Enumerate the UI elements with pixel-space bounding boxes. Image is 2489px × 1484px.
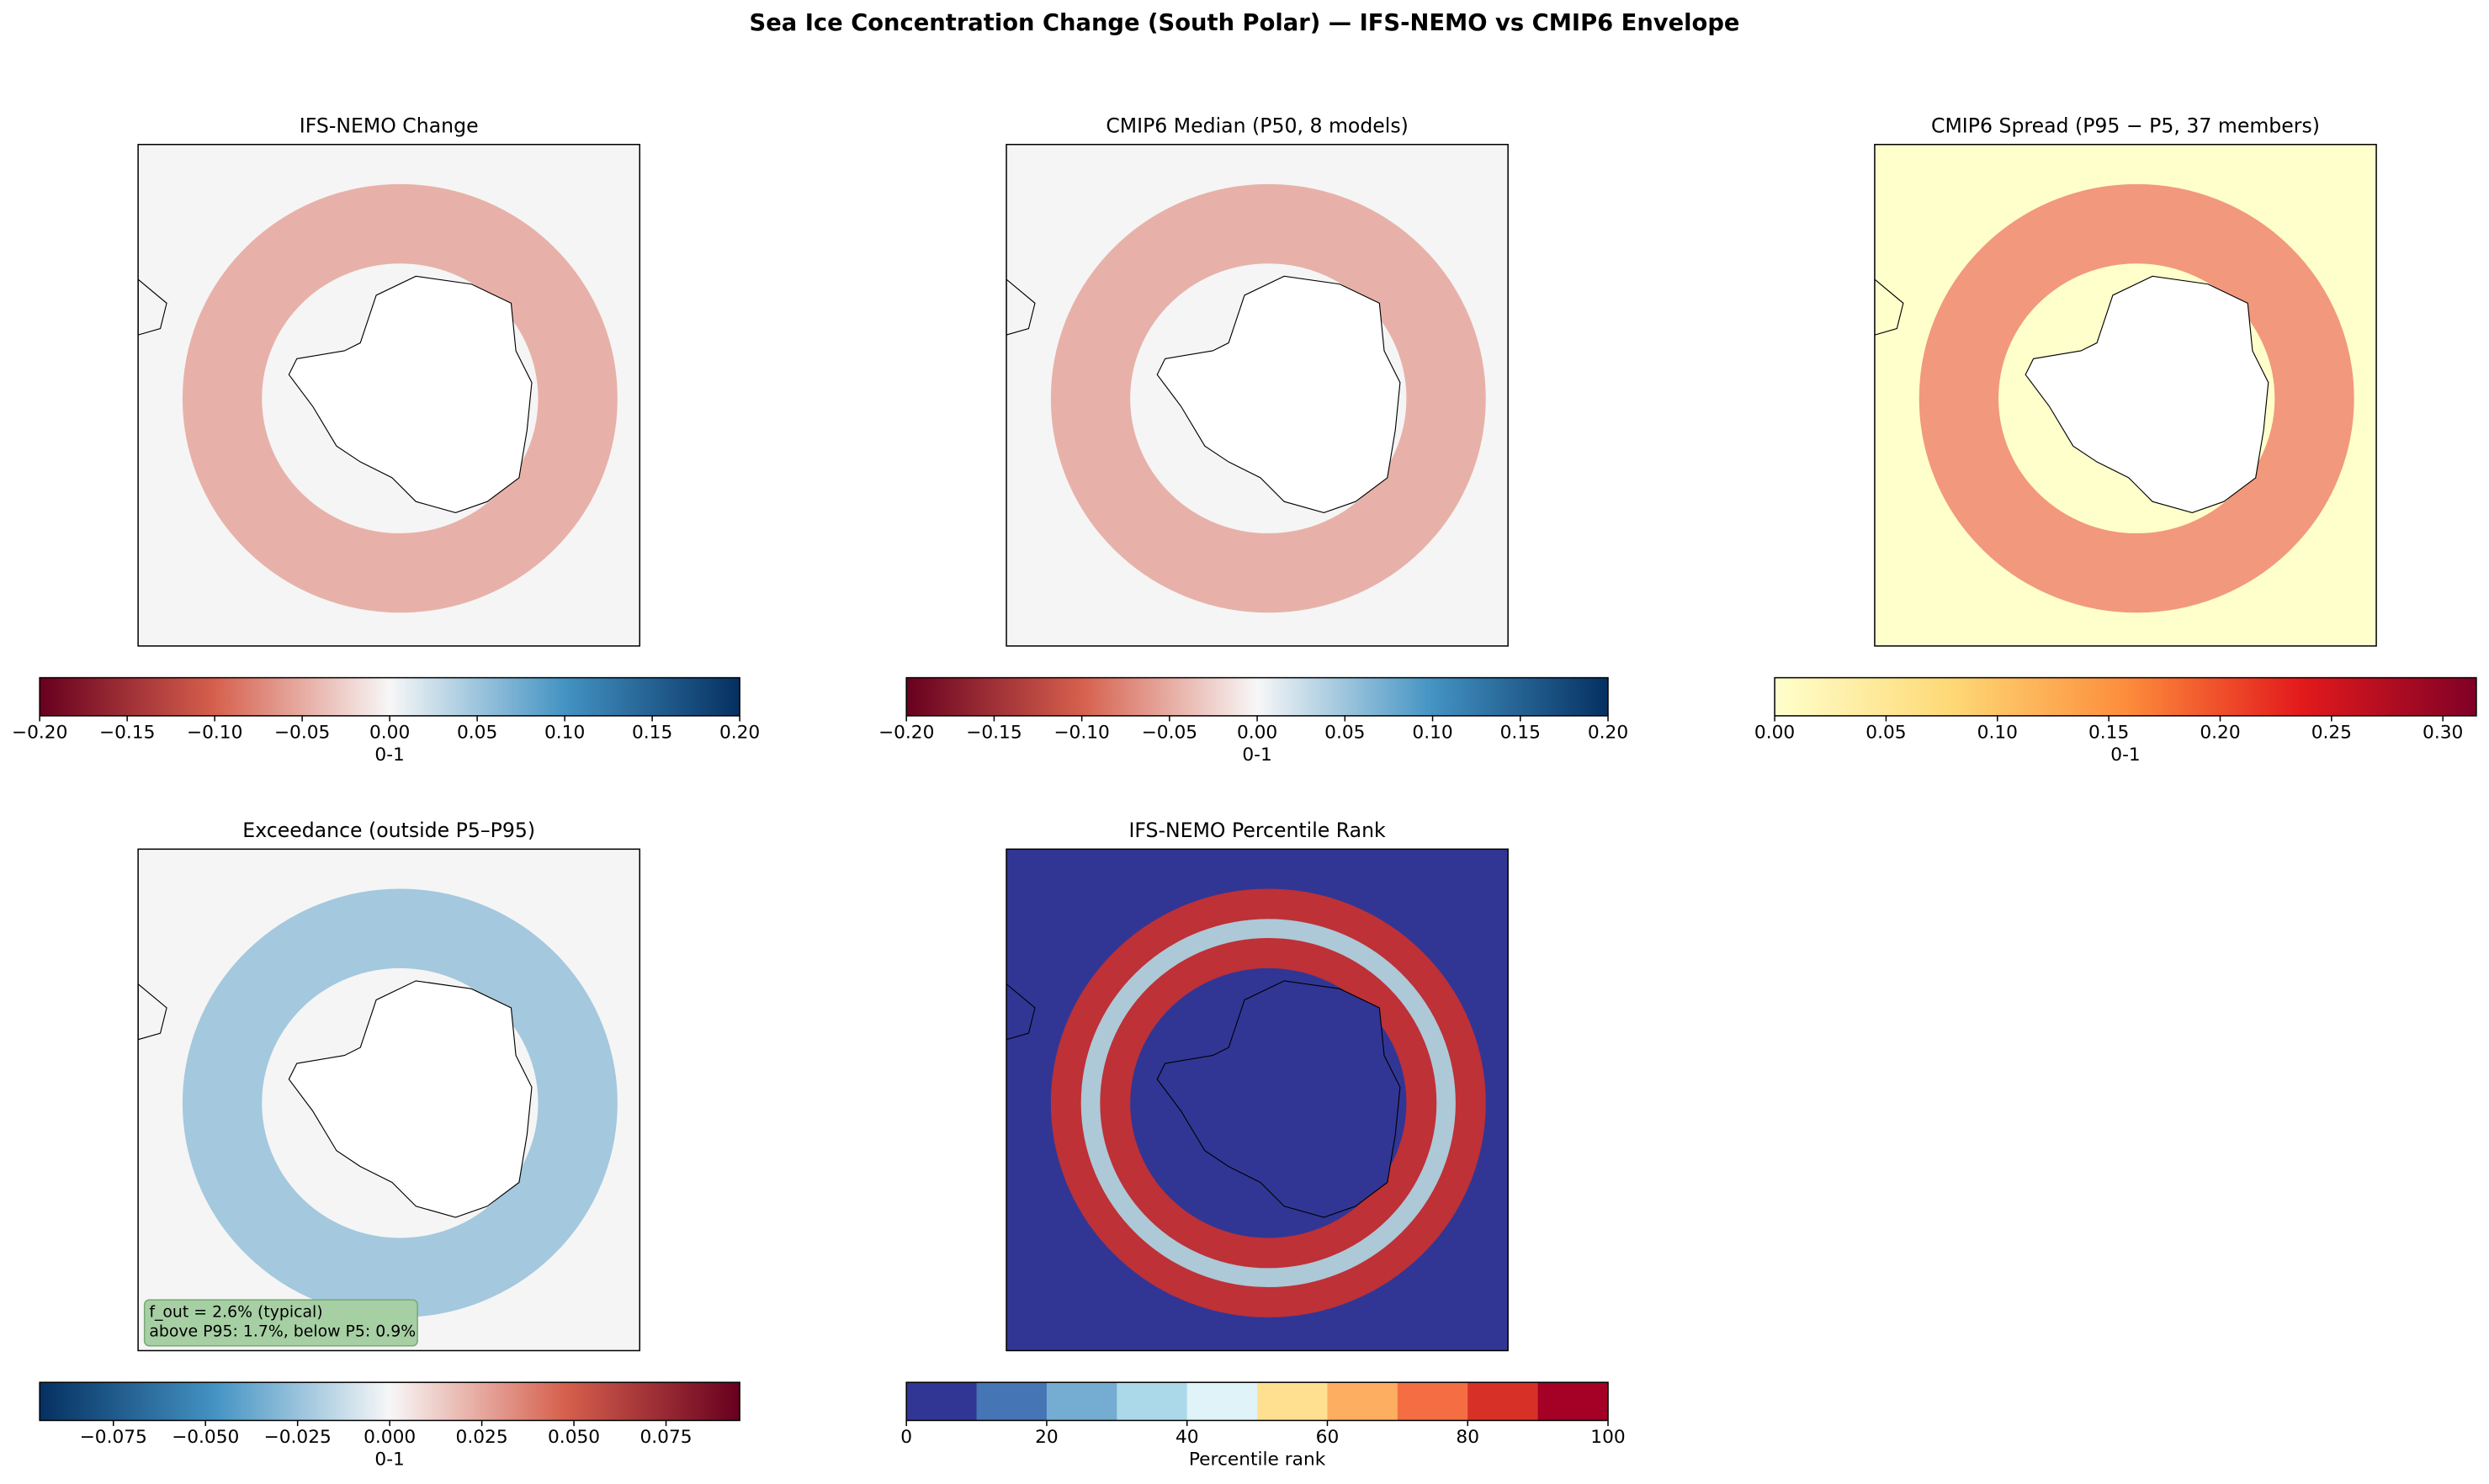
colorbar-tick-label: −0.05	[1142, 723, 1197, 744]
colorbar-bin	[906, 1382, 978, 1421]
figure-title: Sea Ice Concentration Change (South Pola…	[750, 10, 1740, 36]
panel-title: CMIP6 Median (P50, 8 models)	[1106, 114, 1409, 137]
colorbar-tick-label: −0.20	[878, 723, 934, 744]
colorbar-tick-label: 60	[1316, 1427, 1340, 1448]
colorbar-tick-label: 0.00	[1754, 723, 1795, 744]
colorbar-tick-label: 0.00	[1237, 723, 1277, 744]
colorbar-tick-label: 20	[1035, 1427, 1059, 1448]
colorbar-label: 0-1	[2110, 745, 2140, 766]
colorbar-tick-label: −0.05	[274, 723, 330, 744]
colorbar-tick-label: 0.30	[2423, 723, 2463, 744]
colorbar-tick-label: 0.05	[457, 723, 497, 744]
south-america	[138, 278, 167, 336]
panel-title: CMIP6 Spread (P95 − P5, 37 members)	[1931, 114, 2320, 137]
colorbar-tick-label: 0.25	[2311, 723, 2352, 744]
colorbar-bin	[1467, 1382, 1539, 1421]
continent	[1156, 980, 1401, 1218]
colorbar-tick-label: 0.15	[1500, 723, 1541, 744]
ice-ring	[1050, 183, 1486, 613]
south-america	[138, 983, 167, 1041]
colorbar-label: Percentile rank	[1189, 1450, 1326, 1471]
map-field	[1006, 183, 1486, 613]
colorbar-tick-label: −0.050	[172, 1427, 239, 1448]
colorbar-label: 0-1	[1242, 745, 1271, 766]
map-frame	[1874, 143, 2377, 647]
colorbar-tick-label: −0.15	[99, 723, 155, 744]
colorbar-tick-label: 0.15	[632, 723, 672, 744]
colorbar-tick-label: 0.000	[364, 1427, 416, 1448]
map-frame	[1006, 143, 1509, 647]
colorbar-frame	[1774, 676, 2477, 717]
colorbar-tick-label: −0.10	[187, 723, 242, 744]
map-field	[1006, 888, 1486, 1317]
colorbar-tick-label: 0.025	[456, 1427, 508, 1448]
colorbar-tick-label: −0.10	[1053, 723, 1109, 744]
colorbar-tick-label: 0.00	[369, 723, 410, 744]
colorbar	[40, 1382, 740, 1421]
colorbar-tick-label: −0.15	[966, 723, 1022, 744]
colorbar-tick-label: −0.025	[264, 1427, 332, 1448]
continent	[2025, 275, 2269, 513]
annotation: above P95: 1.7%, below P5: 0.9%	[149, 1322, 416, 1340]
colorbar-bin	[1257, 1382, 1329, 1421]
colorbar-tick-label: 100	[1590, 1427, 1625, 1448]
map-field	[1874, 183, 2354, 613]
colorbar-bin	[1186, 1382, 1258, 1421]
map-field	[138, 183, 618, 613]
map-frame	[1006, 848, 1509, 1352]
map-frame	[137, 848, 641, 1352]
colorbar-tick-label: 0.20	[2200, 723, 2240, 744]
colorbar-bin	[976, 1382, 1048, 1421]
colorbar-tick-label: 0.10	[1977, 723, 2018, 744]
colorbar-tick-label: 80	[1456, 1427, 1479, 1448]
ice-ring	[1918, 183, 2354, 613]
colorbar	[1775, 677, 2476, 716]
south-america	[1006, 278, 1036, 336]
colorbar-frame	[905, 1381, 1609, 1422]
ice-ring	[182, 888, 618, 1317]
colorbar-tick-label: −0.075	[80, 1427, 147, 1448]
panel-title: IFS-NEMO Percentile Rank	[1128, 819, 1386, 842]
colorbar-label: 0-1	[374, 1450, 404, 1471]
colorbar-bin	[1117, 1382, 1188, 1421]
colorbar-tick-label: 0	[900, 1427, 912, 1448]
colorbar	[40, 677, 740, 716]
ice-ring	[182, 183, 618, 613]
colorbar-tick-label: 0.075	[639, 1427, 692, 1448]
panel-title: Exceedance (outside P5–P95)	[242, 819, 535, 842]
colorbar-tick-label: −0.20	[12, 723, 67, 744]
map-frame	[137, 143, 641, 647]
ice-ring-inner	[1080, 919, 1456, 1288]
continent	[1156, 275, 1401, 513]
south-america	[1006, 983, 1036, 1041]
colorbar-bin	[1327, 1382, 1398, 1421]
south-america	[1874, 278, 1904, 336]
colorbar-label: 0-1	[374, 745, 404, 766]
colorbar-tick-label: 0.10	[544, 723, 585, 744]
continent	[288, 980, 533, 1218]
colorbar	[906, 677, 1609, 716]
colorbar-bin	[1537, 1382, 1609, 1421]
continent	[288, 275, 533, 513]
colorbar-tick-label: 0.20	[1588, 723, 1628, 744]
annotation: f_out = 2.6% (typical)	[149, 1303, 322, 1322]
colorbar-bin	[1397, 1382, 1468, 1421]
panel-title: IFS-NEMO Change	[300, 114, 479, 137]
colorbar-tick-label: 0.05	[1324, 723, 1365, 744]
colorbar-bin	[1046, 1382, 1117, 1421]
colorbar-tick-label: 0.15	[2088, 723, 2129, 744]
map-field	[138, 888, 618, 1317]
colorbar-tick-label: 0.20	[719, 723, 760, 744]
colorbar-tick-label: 0.10	[1412, 723, 1452, 744]
colorbar-tick-label: 0.050	[548, 1427, 600, 1448]
colorbar-tick-label: 0.05	[1865, 723, 1906, 744]
colorbar-tick-label: 40	[1176, 1427, 1199, 1448]
annotation-box	[143, 1299, 418, 1347]
